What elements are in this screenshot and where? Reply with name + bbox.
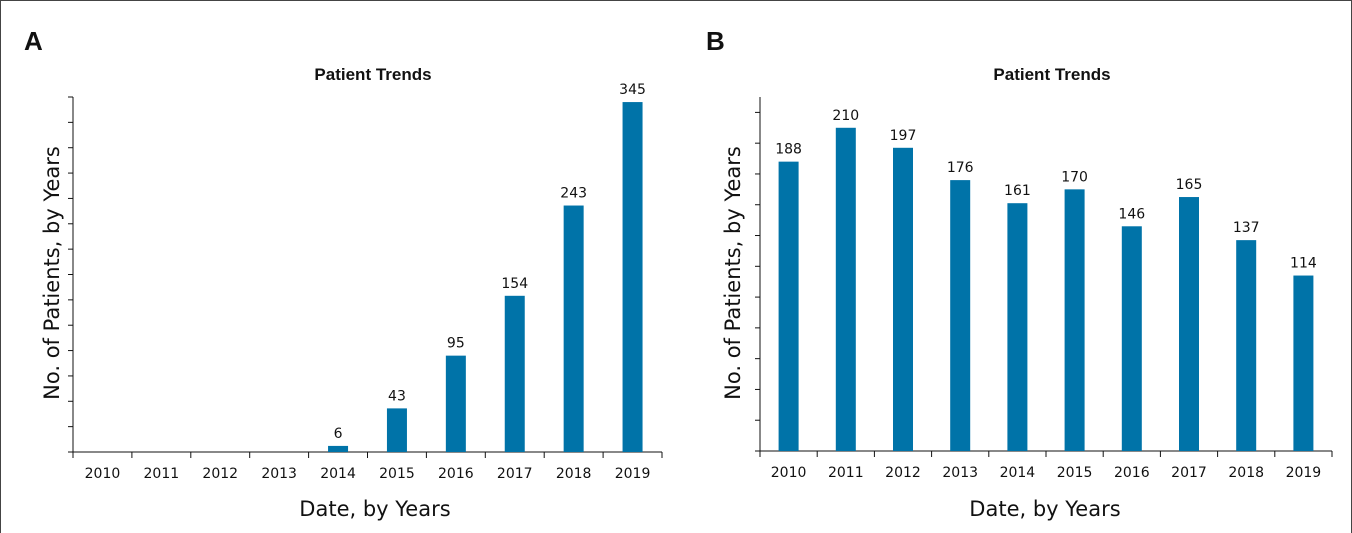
panel-a-bar [504,295,525,452]
panel-a-bar [622,102,643,453]
panel-a-data-label: 43 [388,388,406,404]
panel-b-x-tick-label: 2017 [1171,465,1207,481]
panel-b-data-label: 137 [1233,220,1260,236]
panel-b-data-label: 176 [947,160,974,176]
panel-b-bar [1121,226,1142,451]
panel-b-data-label: 146 [1118,206,1145,222]
panel-a-marks: 2010 2011 2012 2013 2014 6 2015 43 2016 95 2017 154… [68,82,663,482]
panel-b-x-axis-label: Date, by Years [969,497,1120,521]
panel-b-x-tick-label: 2012 [885,465,921,481]
panel-a-data-label: 6 [334,426,343,442]
panel-b-bar [1007,203,1028,451]
panel-a-x-tick-label: 2019 [615,466,651,482]
panel-a-x-tick-label: 2012 [202,466,238,482]
panel-b-x-tick-label: 2018 [1228,465,1264,481]
panel-a: A Patient Trends No. of Patients, by Yea… [24,26,663,521]
panel-b-marks: 2010 188 2011 210 2012 197 2013 176 2014 161 2015 1… [755,97,1333,481]
panel-a-bar [386,408,407,452]
panel-a-data-label: 345 [619,82,646,98]
panel-b: B Patient Trends No. of Patients, by Yea… [706,26,1333,521]
panel-b-data-label: 197 [890,128,917,144]
panel-a-x-tick-label: 2010 [85,466,121,482]
panel-a-data-label: 154 [501,276,528,292]
panel-a-x-tick-label: 2014 [320,466,356,482]
panel-a-x-tick-label: 2015 [379,466,415,482]
panel-b-bar [1064,189,1085,451]
panel-a-x-tick-label: 2017 [497,466,533,482]
panel-a-data-label: 95 [447,336,465,352]
panel-b-bar [950,180,971,451]
panel-b-data-label: 188 [775,142,802,158]
panel-b-x-tick-label: 2015 [1057,465,1093,481]
panel-a-y-axis-label: No. of Patients, by Years [40,146,64,400]
panel-b-x-tick-label: 2010 [771,465,807,481]
panel-a-x-tick-label: 2016 [438,466,474,482]
panel-b-data-label: 161 [1004,183,1031,199]
panel-a-letter: A [24,26,43,56]
panel-a-bar [445,355,466,452]
panel-a-bar [563,205,584,452]
panel-b-title: Patient Trends [993,65,1110,84]
panel-b-data-label: 170 [1061,169,1088,185]
panel-b-x-tick-label: 2016 [1114,465,1150,481]
panel-a-x-axis-label: Date, by Years [299,497,450,521]
panel-b-bar [1293,275,1314,451]
panel-a-x-tick-label: 2013 [261,466,297,482]
panel-b-x-tick-label: 2011 [828,465,864,481]
panel-b-data-label: 165 [1176,177,1203,193]
panel-b-bar [835,127,856,452]
panel-b-y-axis-label: No. of Patients, by Years [721,146,745,400]
panel-b-x-tick-label: 2014 [1000,465,1036,481]
panel-a-title: Patient Trends [314,65,431,84]
panel-a-data-label: 243 [560,186,587,202]
panel-b-x-tick-label: 2013 [942,465,978,481]
panel-b-data-label: 114 [1290,256,1317,272]
panel-b-x-tick-label: 2019 [1286,465,1322,481]
panel-b-bar [1236,240,1257,451]
panel-a-bar [328,445,349,452]
panel-b-data-label: 210 [832,108,859,124]
panel-a-x-tick-label: 2018 [556,466,592,482]
panel-a-x-tick-label: 2011 [144,466,180,482]
panel-b-bar [778,161,799,451]
panel-b-letter: B [706,26,725,56]
panel-b-bar [1179,197,1199,451]
panel-b-bar [893,147,913,451]
